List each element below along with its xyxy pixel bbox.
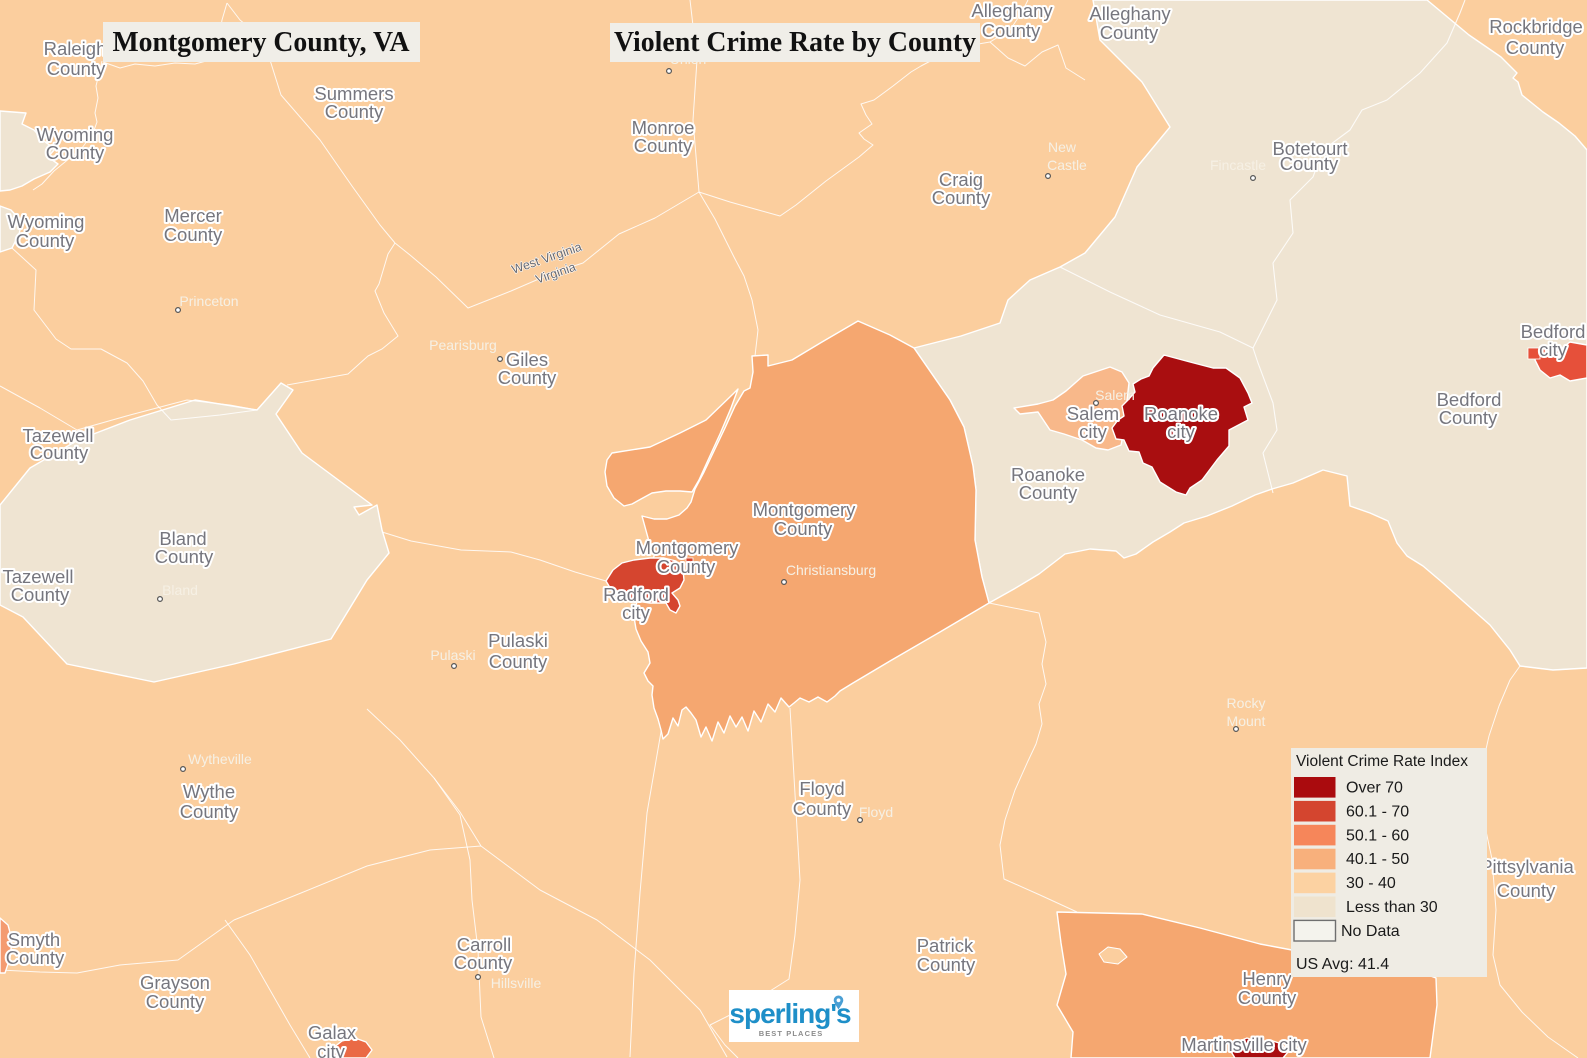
svg-text:Fincastle: Fincastle [1210,157,1266,173]
svg-text:County: County [634,135,693,156]
svg-text:Botetourt: Botetourt [1272,138,1347,159]
svg-text:30 - 40: 30 - 40 [1346,875,1396,892]
svg-text:County: County [1280,153,1339,174]
svg-text:Grayson: Grayson [140,972,210,993]
svg-text:Floyd: Floyd [799,778,844,799]
svg-text:Raleigh: Raleigh [44,38,107,59]
svg-text:Violent Crime Rate Index: Violent Crime Rate Index [1296,753,1468,770]
svg-text:Alleghany: Alleghany [1089,3,1171,24]
svg-text:Martinsville city: Martinsville city [1181,1034,1307,1055]
svg-text:County: County [1100,22,1159,43]
svg-text:Pulaski: Pulaski [430,647,475,663]
svg-text:County: County [11,584,70,605]
svg-text:40.1 - 50: 40.1 - 50 [1346,851,1409,868]
svg-text:city: city [1539,339,1568,360]
svg-text:Salem: Salem [1095,387,1135,403]
svg-text:Bland: Bland [159,528,206,549]
svg-text:sperling's: sperling's [729,998,851,1029]
svg-text:County: County [30,442,89,463]
svg-text:Montgomery: Montgomery [753,499,857,520]
svg-text:County: County [164,224,223,245]
svg-text:County: County [146,991,205,1012]
svg-text:County: County [498,367,557,388]
svg-text:60.1 - 70: 60.1 - 70 [1346,803,1409,820]
svg-text:BEST PLACES: BEST PLACES [759,1029,824,1038]
svg-text:County: County [180,801,239,822]
svg-text:Alleghany: Alleghany [971,0,1053,21]
svg-text:Carroll: Carroll [457,934,511,955]
svg-text:County: County [932,187,991,208]
svg-text:Christiansburg: Christiansburg [786,562,876,578]
svg-text:County: County [325,101,384,122]
svg-text:Wythe: Wythe [183,781,235,802]
svg-text:Bedford: Bedford [1437,389,1502,410]
svg-text:Pulaski: Pulaski [488,630,548,651]
svg-text:Tazewell: Tazewell [23,425,94,446]
svg-text:Violent Crime Rate by County: Violent Crime Rate by County [614,27,976,58]
svg-text:County: County [1439,407,1498,428]
svg-text:County: County [489,651,548,672]
svg-text:city: city [1167,421,1196,442]
svg-text:Pittsylvania: Pittsylvania [1480,856,1574,877]
svg-text:city: city [1079,421,1108,442]
svg-text:Henry: Henry [1242,968,1292,989]
svg-text:Over 70: Over 70 [1346,780,1403,797]
svg-text:County: County [16,230,75,251]
svg-text:County: County [1497,880,1556,901]
svg-text:Smyth: Smyth [8,929,60,950]
svg-text:Roanoke: Roanoke [1144,403,1218,424]
svg-text:No Data: No Data [1341,923,1400,940]
svg-text:County: County [982,20,1041,41]
svg-text:Floyd: Floyd [859,804,893,820]
svg-text:County: County [1506,37,1565,58]
svg-text:County: County [155,546,214,567]
svg-text:US Avg: 41.4: US Avg: 41.4 [1296,956,1389,973]
svg-text:Wyoming: Wyoming [37,124,114,145]
svg-text:County: County [454,952,513,973]
svg-text:Pearisburg: Pearisburg [429,337,497,353]
svg-text:Tazewell: Tazewell [3,566,74,587]
svg-text:Bedford: Bedford [1521,321,1586,342]
svg-text:Castle: Castle [1047,157,1087,173]
svg-text:Princeton: Princeton [179,293,238,309]
svg-text:County: County [917,954,976,975]
svg-text:Rockbridge: Rockbridge [1489,16,1583,37]
svg-text:Rocky: Rocky [1227,695,1266,711]
svg-text:County: County [1019,482,1078,503]
svg-text:Giles: Giles [506,349,548,370]
svg-text:Montgomery: Montgomery [636,537,740,558]
svg-text:Radford: Radford [603,584,669,605]
svg-text:Craig: Craig [939,169,983,190]
svg-text:New: New [1048,139,1077,155]
svg-text:County: County [793,798,852,819]
svg-text:Salem: Salem [1067,403,1119,424]
svg-text:Patrick: Patrick [917,935,974,956]
svg-text:50.1 - 60: 50.1 - 60 [1346,827,1409,844]
svg-text:Wytheville: Wytheville [188,751,252,767]
svg-text:Hillsville: Hillsville [491,975,542,991]
svg-text:County: County [774,518,833,539]
svg-text:Montgomery County, VA: Montgomery County, VA [113,27,411,58]
svg-text:Wyoming: Wyoming [8,211,85,232]
svg-text:Summers: Summers [314,83,393,104]
svg-text:County: County [47,58,106,79]
svg-text:Galax: Galax [308,1022,357,1043]
svg-text:County: County [1238,987,1297,1008]
svg-text:Bland: Bland [162,582,198,598]
svg-text:Mercer: Mercer [164,205,222,226]
svg-text:Mount: Mount [1227,713,1266,729]
svg-text:County: County [6,947,65,968]
svg-text:County: County [657,556,716,577]
svg-text:Less than 30: Less than 30 [1346,899,1438,916]
svg-text:city: city [317,1041,346,1058]
svg-text:Roanoke: Roanoke [1011,464,1085,485]
svg-text:County: County [46,142,105,163]
svg-text:city: city [622,602,651,623]
svg-text:Monroe: Monroe [632,117,695,138]
